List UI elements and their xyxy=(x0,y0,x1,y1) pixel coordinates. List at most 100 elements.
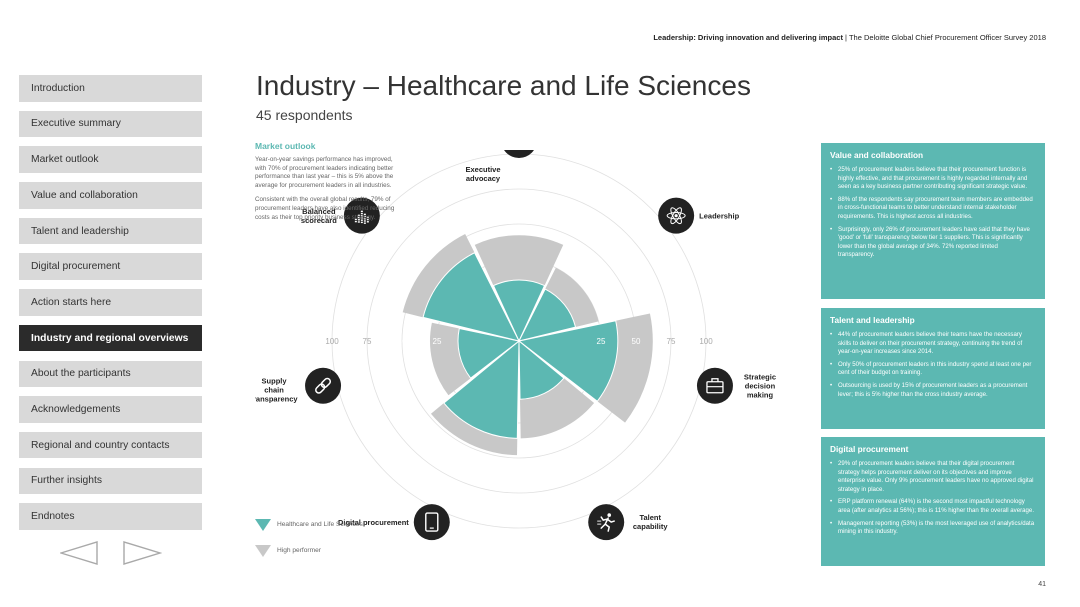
category-label: Strategic decision making xyxy=(744,373,776,400)
sidebar-item-executive-summary[interactable]: Executive summary xyxy=(19,110,202,138)
category-label: Executive advocacy xyxy=(465,165,500,183)
sidebar-nav: Introduction Executive summary Market ou… xyxy=(19,75,202,539)
panel-bullet: ERP platform renewal (64%) is the second… xyxy=(830,498,1036,515)
panel-bullet: 44% of procurement leaders believe their… xyxy=(830,331,1036,357)
chart-legend: Healthcare and Life Sciences High perfor… xyxy=(255,517,363,569)
header-report-title: Leadership: Driving innovation and deliv… xyxy=(653,33,843,42)
axis-label: 100 xyxy=(699,337,713,346)
axis-label: 25 xyxy=(597,337,606,346)
page-title: Industry – Healthcare and Life Sciences xyxy=(256,70,751,101)
industry-bar xyxy=(457,327,521,379)
market-outlook-paragraph-1: Year-on-year savings performance has imp… xyxy=(255,156,394,189)
briefcase-icon xyxy=(696,367,733,404)
panel-bullet: Management reporting (53%) is the most l… xyxy=(830,520,1036,537)
grid-ring xyxy=(366,188,672,494)
industry-bar xyxy=(443,339,520,439)
sidebar-item-market-outlook[interactable]: Market outlook xyxy=(19,146,202,173)
panel-bullet: Surprisingly, only 26% of procurement le… xyxy=(830,226,1036,260)
sidebar-item-action-starts-here[interactable]: Action starts here xyxy=(19,289,202,316)
high-performer-bar xyxy=(430,322,471,396)
category-label-line: Balanced xyxy=(302,207,336,216)
industry-bar xyxy=(518,288,577,342)
chart-axis-labels: 100 75 50 25 25 50 75 100 xyxy=(325,337,713,346)
sidebar-item-industry-and-regional-overviews[interactable]: Industry and regional overviews xyxy=(19,324,202,352)
triangle-right-icon xyxy=(123,541,163,565)
axis-label: 25 xyxy=(433,337,442,346)
axis-label: 75 xyxy=(363,337,372,346)
sidebar-item-value-and-collaboration[interactable]: Value and collaboration xyxy=(19,182,202,209)
axis-label: 75 xyxy=(667,337,676,346)
market-outlook-section: Market outlook Year-on-year savings perf… xyxy=(255,141,395,228)
industry-bar xyxy=(492,279,546,343)
industry-series xyxy=(422,252,619,439)
sidebar-item-endnotes[interactable]: Endnotes xyxy=(19,503,202,530)
triangle-left-icon xyxy=(58,541,98,565)
high-performer-bar xyxy=(402,233,475,318)
category-label-line: capability xyxy=(633,522,668,531)
header-survey-name: The Deloitte Global Chief Procurement Of… xyxy=(848,33,1046,42)
radial-bar-chart: 100 75 50 25 25 50 75 100 Executive advocacy Lead… xyxy=(255,150,776,541)
category-label-line: scorecard xyxy=(301,216,337,225)
respondent-count: 45 respondents xyxy=(256,107,353,123)
legend-teal-triangle-icon xyxy=(255,519,271,531)
market-outlook-paragraph-2: Consistent with the overall global resul… xyxy=(255,196,395,221)
panel-bullet: 88% of the respondents say procurement t… xyxy=(830,196,1036,222)
category-label: Supply chain transparency xyxy=(255,377,298,404)
people-at-table-icon xyxy=(504,150,534,158)
next-page-button[interactable] xyxy=(123,541,163,565)
category-label-line: advocacy xyxy=(466,174,501,183)
panel-bullet: Outsourcing is used by 15% of procuremen… xyxy=(830,382,1036,399)
category-label-line: chain xyxy=(264,386,284,395)
high-performer-bar xyxy=(474,235,564,286)
chain-link-icon xyxy=(305,367,342,404)
tablet-icon xyxy=(413,504,450,541)
category-label: Balanced scorecard xyxy=(301,207,337,225)
panel-title: Talent and leadership xyxy=(830,315,915,325)
category-label: Leadership xyxy=(699,212,739,221)
industry-bar xyxy=(422,252,520,342)
legend-label-high-performer: High performer xyxy=(277,546,321,554)
category-label-line: Leadership xyxy=(699,212,739,221)
industry-bar xyxy=(518,339,565,400)
axis-label: 100 xyxy=(325,337,339,346)
sidebar-item-digital-procurement[interactable]: Digital procurement xyxy=(19,253,202,280)
high-performer-bar xyxy=(430,403,518,456)
category-label-line: Executive xyxy=(465,165,500,174)
panel-bullet: 25% of procurement leaders believe that … xyxy=(830,166,1036,192)
chart-categories: Executive advocacy Leadership Strategic deci… xyxy=(255,150,776,541)
prev-page-button[interactable] xyxy=(58,541,98,565)
sidebar-item-introduction[interactable]: Introduction xyxy=(19,75,202,102)
sidebar-item-talent-and-leadership[interactable]: Talent and leadership xyxy=(19,217,202,245)
legend-item-high-performer: High performer xyxy=(255,543,363,557)
sidebar-item-further-insights[interactable]: Further insights xyxy=(19,467,202,495)
page-nav-arrows xyxy=(58,541,163,570)
high-performer-bar xyxy=(597,313,653,423)
category-label-line: Talent xyxy=(639,513,661,522)
category-label-line: Strategic xyxy=(744,373,776,382)
market-outlook-heading: Market outlook xyxy=(255,141,316,151)
category-label-line: transparency xyxy=(255,395,298,404)
high-performer-bar xyxy=(545,267,599,328)
panel-talent-and-leadership: Talent and leadership 44% of procurement… xyxy=(821,308,1045,429)
legend-grey-triangle-icon xyxy=(255,545,271,557)
high-performer-series xyxy=(402,233,653,456)
panel-bullet: Only 50% of procurement leaders in this … xyxy=(830,361,1036,378)
page-header: Leadership: Driving innovation and deliv… xyxy=(653,33,1046,42)
axis-label: 50 xyxy=(398,337,407,346)
category-label-line: Digital procurement xyxy=(338,518,409,527)
category-label: Talent capability xyxy=(633,513,668,531)
panel-title: Digital procurement xyxy=(830,444,909,454)
runner-icon xyxy=(588,504,625,541)
legend-item-industry: Healthcare and Life Sciences xyxy=(255,517,363,531)
category-label-line: Supply xyxy=(262,377,288,386)
sidebar-item-about-the-participants[interactable]: About the participants xyxy=(19,360,202,387)
category-label-line: decision xyxy=(745,382,776,391)
industry-bar xyxy=(517,320,619,402)
axis-label: 50 xyxy=(632,337,641,346)
category-label: Digital procurement xyxy=(338,518,409,527)
sidebar-item-acknowledgements[interactable]: Acknowledgements xyxy=(19,396,202,423)
bar-chart-icon xyxy=(343,197,380,234)
high-performer-bar xyxy=(520,378,595,439)
header-separator: | xyxy=(842,33,849,42)
sidebar-item-regional-and-country-contacts[interactable]: Regional and country contacts xyxy=(19,431,202,459)
